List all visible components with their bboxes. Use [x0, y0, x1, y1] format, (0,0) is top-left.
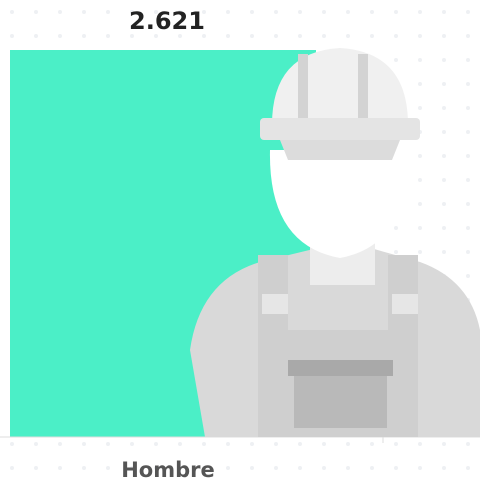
value-label: 2.621: [129, 7, 205, 35]
worker-illustration: [190, 48, 480, 437]
x-tick-label: Hombre: [121, 458, 215, 482]
